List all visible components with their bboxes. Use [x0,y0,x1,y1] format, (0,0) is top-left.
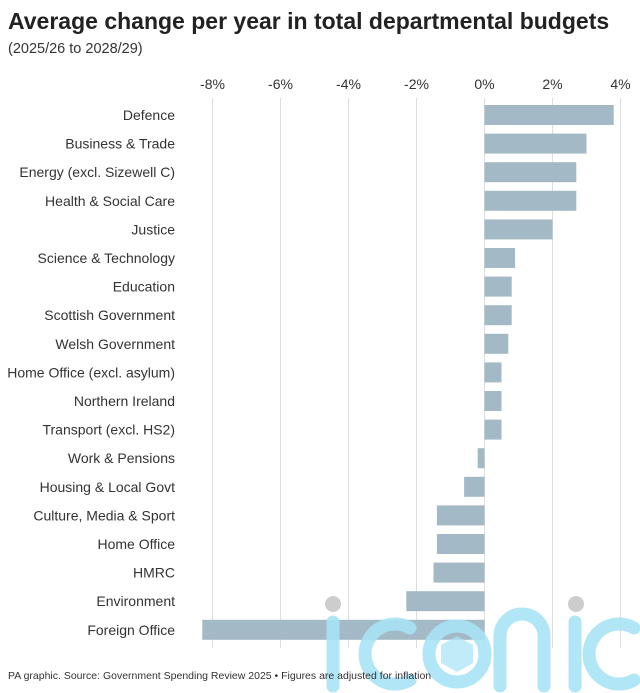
x-tick-label: 4% [610,76,630,92]
chart-title: Average change per year in total departm… [8,8,610,34]
category-label: Scottish Government [44,307,175,323]
bar-business-trade [484,133,587,154]
category-label: Northern Ireland [74,393,175,409]
category-label: Work & Pensions [68,450,175,466]
bar-health-social-care [484,190,577,211]
bar-transport-excl-hs2 [484,419,502,440]
chart-subtitle: (2025/26 to 2028/29) [8,41,143,57]
bar-defence [484,105,614,125]
x-tick-label: -2% [404,76,429,92]
category-label: Transport (excl. HS2) [42,422,175,438]
bar-culture-media-sport [436,505,485,526]
x-tick-label: -6% [268,76,293,92]
category-label: Foreign Office [87,622,175,638]
bar-environment [406,591,485,612]
x-tick-label: 2% [542,76,562,92]
bar-science-technology [484,248,516,268]
category-label: Home Office (excl. asylum) [7,364,175,380]
bar-hmrc [433,562,485,583]
bar-housing-local-govt [464,476,485,497]
category-label: Health & Social Care [45,193,175,209]
category-label: HMRC [133,565,175,581]
category-label: Justice [131,221,175,237]
bar-welsh-government [484,333,509,354]
bar-northern-ireland [484,391,502,411]
bar-home-office [436,534,485,554]
bar-justice [484,219,553,240]
category-label: Science & Technology [38,250,176,266]
category-label: Welsh Government [55,336,175,352]
bar-home-office-excl-asylum [484,362,502,383]
bar-energy-excl-sizewell-c [484,162,577,183]
category-label: Housing & Local Govt [40,479,176,495]
bar-work-pensions [477,448,485,469]
category-label: Defence [123,107,175,123]
iconic-watermark-logo [325,596,640,693]
bar-scottish-government [484,305,512,326]
x-tick-label: 0% [474,76,494,92]
category-label: Energy (excl. Sizewell C) [19,164,175,180]
source-footer: PA graphic. Source: Government Spending … [8,670,432,682]
category-label: Business & Trade [65,136,175,152]
category-label: Environment [96,593,175,609]
bar-education [484,276,512,297]
category-label: Culture, Media & Sport [33,507,175,523]
x-tick-label: -8% [200,76,225,92]
x-tick-label: -4% [336,76,361,92]
category-label: Home Office [97,536,175,552]
category-label: Education [113,279,175,295]
